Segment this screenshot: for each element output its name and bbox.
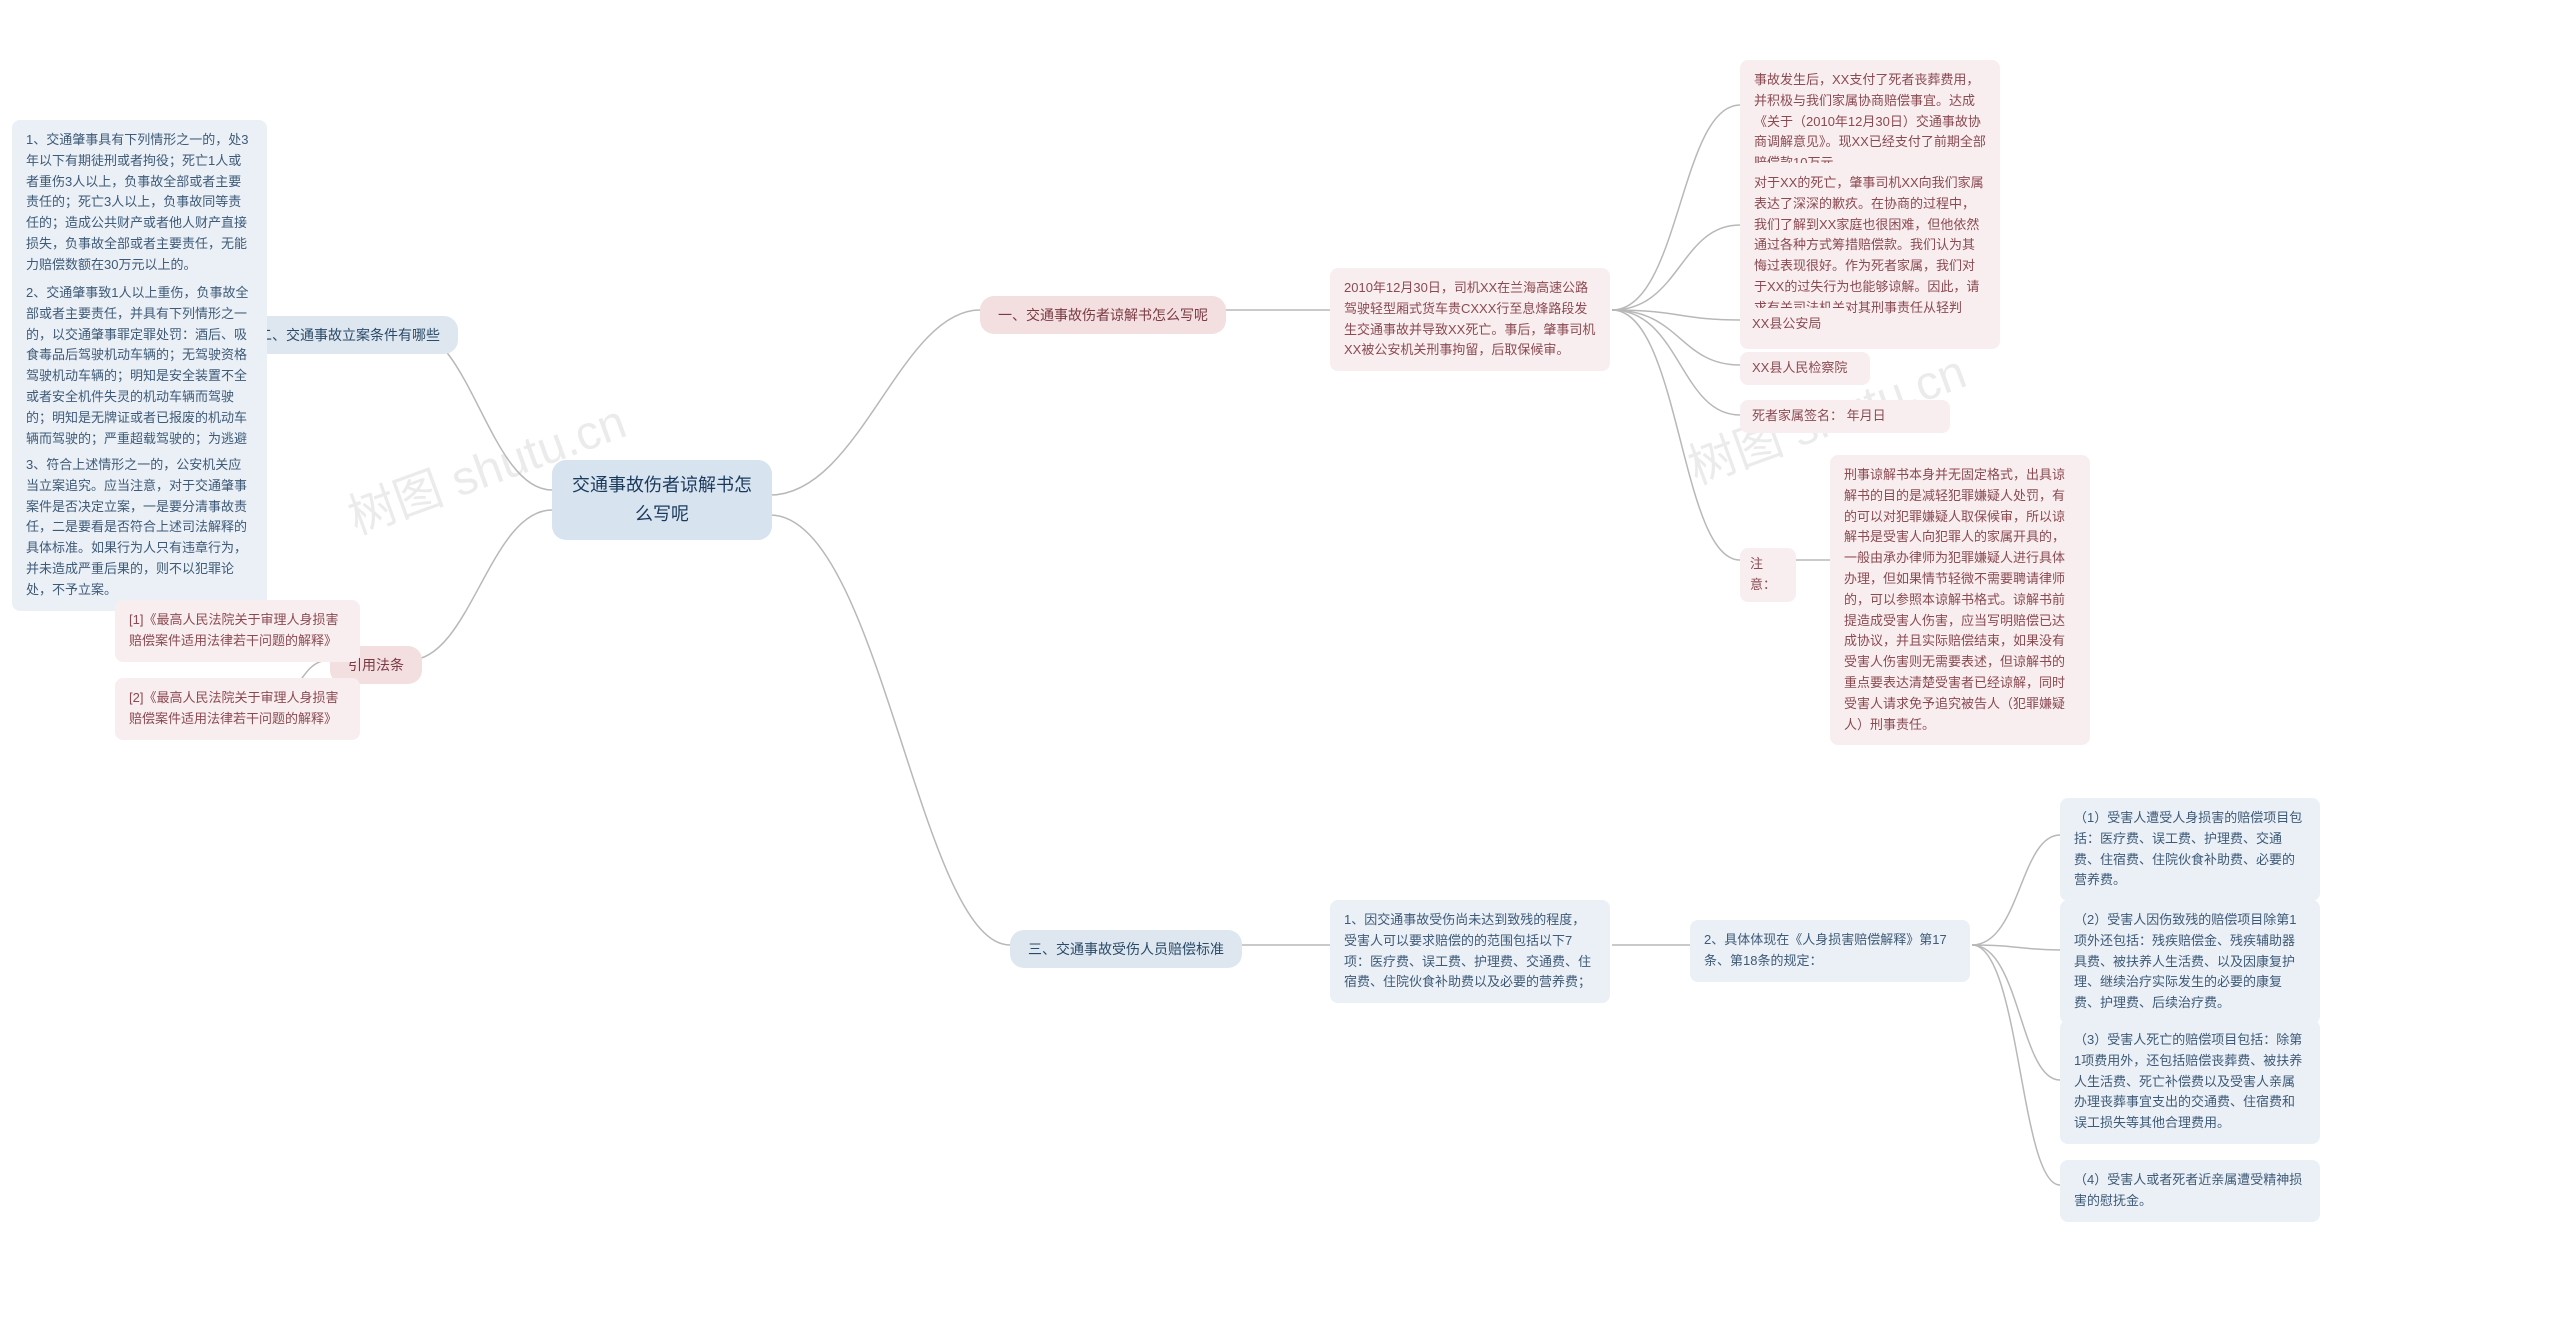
leaf-text: （4）受害人或者死者近亲属遭受精神损害的慰抚金。: [2074, 1172, 2302, 1208]
leaf-text: （2）受害人因伤致残的赔偿项目除第1项外还包括：残疾赔偿金、残疾辅助器具费、被扶…: [2074, 912, 2296, 1010]
branch-3[interactable]: 三、交通事故受伤人员赔偿标准: [1010, 930, 1242, 968]
branch-1-leaf-4[interactable]: XX县人民检察院: [1740, 352, 1870, 385]
branch-1-leaf-6-label[interactable]: 注意：: [1740, 548, 1796, 602]
branch-4-leaf-1[interactable]: [1]《最高人民法院关于审理人身损害赔偿案件适用法律若干问题的解释》: [115, 600, 360, 662]
leaf-text: [1]《最高人民法院关于审理人身损害赔偿案件适用法律若干问题的解释》: [129, 612, 338, 648]
branch-1-leaf-5[interactable]: 死者家属签名： 年月日: [1740, 400, 1950, 433]
branch-2-leaf-3[interactable]: 3、符合上述情形之一的，公安机关应当立案追究。应当注意，对于交通肇事案件是否决定…: [12, 445, 267, 611]
branch-1[interactable]: 一、交通事故伤者谅解书怎么写呢: [980, 296, 1226, 334]
branch-3-sub2-leaf-2[interactable]: （2）受害人因伤致残的赔偿项目除第1项外还包括：残疾赔偿金、残疾辅助器具费、被扶…: [2060, 900, 2320, 1024]
leaf-text: 3、符合上述情形之一的，公安机关应当立案追究。应当注意，对于交通肇事案件是否决定…: [26, 457, 247, 597]
leaf-text: 1、因交通事故受伤尚未达到致残的程度，受害人可以要求赔偿的的范围包括以下7项：医…: [1344, 912, 1591, 989]
leaf-text: XX县公安局: [1752, 316, 1821, 331]
leaf-text: 2010年12月30日，司机XX在兰海高速公路驾驶轻型厢式货车贵CXXX行至息烽…: [1344, 280, 1595, 357]
branch-3-sub1[interactable]: 1、因交通事故受伤尚未达到致残的程度，受害人可以要求赔偿的的范围包括以下7项：医…: [1330, 900, 1610, 1003]
branch-3-sub2[interactable]: 2、具体体现在《人身损害赔偿解释》第17条、第18条的规定：: [1690, 920, 1970, 982]
root-label: 交通事故伤者谅解书怎么写呢: [566, 471, 758, 529]
root-node[interactable]: 交通事故伤者谅解书怎么写呢: [552, 460, 772, 540]
branch-1-leaf-6[interactable]: 刑事谅解书本身并无固定格式，出具谅解书的目的是减轻犯罪嫌疑人处罚，有的可以对犯罪…: [1830, 455, 2090, 745]
leaf-text: （3）受害人死亡的赔偿项目包括：除第1项费用外，还包括赔偿丧葬费、被扶养人生活费…: [2074, 1032, 2302, 1130]
leaf-text: [2]《最高人民法院关于审理人身损害赔偿案件适用法律若干问题的解释》: [129, 690, 338, 726]
branch-3-label: 三、交通事故受伤人员赔偿标准: [1028, 941, 1224, 957]
branch-1-sub[interactable]: 2010年12月30日，司机XX在兰海高速公路驾驶轻型厢式货车贵CXXX行至息烽…: [1330, 268, 1610, 371]
leaf-text: 2、交通肇事致1人以上重伤，负事故全部或者主要责任，并具有下列情形之一的，以交通…: [26, 285, 248, 466]
branch-4-leaf-2[interactable]: [2]《最高人民法院关于审理人身损害赔偿案件适用法律若干问题的解释》: [115, 678, 360, 740]
branch-2[interactable]: 二、交通事故立案条件有哪些: [240, 316, 458, 354]
leaf-text: XX县人民检察院: [1752, 360, 1847, 375]
branch-3-sub2-leaf-1[interactable]: （1）受害人遭受人身损害的赔偿项目包括：医疗费、误工费、护理费、交通费、住宿费、…: [2060, 798, 2320, 901]
branch-2-leaf-1[interactable]: 1、交通肇事具有下列情形之一的，处3年以下有期徒刑或者拘役；死亡1人或者重伤3人…: [12, 120, 267, 286]
branch-2-label: 二、交通事故立案条件有哪些: [258, 327, 440, 343]
leaf-text: 注意：: [1750, 556, 1776, 592]
leaf-text: 死者家属签名： 年月日: [1752, 408, 1886, 423]
leaf-text: 2、具体体现在《人身损害赔偿解释》第17条、第18条的规定：: [1704, 932, 1947, 968]
leaf-text: 1、交通肇事具有下列情形之一的，处3年以下有期徒刑或者拘役；死亡1人或者重伤3人…: [26, 132, 248, 272]
branch-1-leaf-3[interactable]: XX县公安局: [1740, 308, 1850, 341]
leaf-text: （1）受害人遭受人身损害的赔偿项目包括：医疗费、误工费、护理费、交通费、住宿费、…: [2074, 810, 2302, 887]
branch-3-sub2-leaf-3[interactable]: （3）受害人死亡的赔偿项目包括：除第1项费用外，还包括赔偿丧葬费、被扶养人生活费…: [2060, 1020, 2320, 1144]
leaf-text: 刑事谅解书本身并无固定格式，出具谅解书的目的是减轻犯罪嫌疑人处罚，有的可以对犯罪…: [1844, 467, 2065, 732]
leaf-text: 事故发生后，XX支付了死者丧葬费用，并积极与我们家属协商赔偿事宜。达成《关于（2…: [1754, 72, 1986, 170]
branch-1-label: 一、交通事故伤者谅解书怎么写呢: [998, 307, 1208, 323]
branch-3-sub2-leaf-4[interactable]: （4）受害人或者死者近亲属遭受精神损害的慰抚金。: [2060, 1160, 2320, 1222]
